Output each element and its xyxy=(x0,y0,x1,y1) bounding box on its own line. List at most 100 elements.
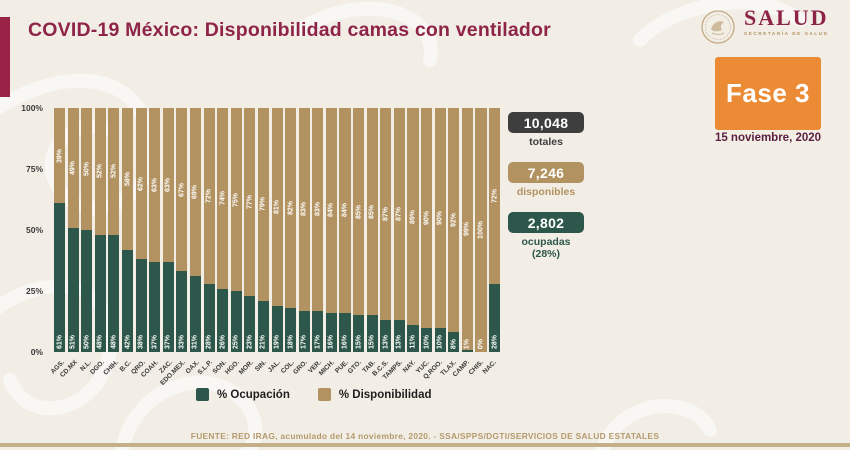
bar-hgo: 75% 25% xyxy=(230,108,242,352)
bar-available-segment: 84% xyxy=(339,108,351,313)
chart-legend: % Ocupación % Disponibilidad xyxy=(196,388,432,401)
legend-label-ocupacion: % Ocupación xyxy=(217,388,290,401)
available-percent-label: 81% xyxy=(273,199,281,214)
stat-sublabel-ocupadas: (28%) xyxy=(531,248,560,260)
stat-value-totales: 10,048 xyxy=(508,112,584,133)
bar-occupied-segment xyxy=(67,227,79,352)
bar-available-segment: 49% xyxy=(67,108,79,228)
occupied-percent-label: 19% xyxy=(273,334,281,349)
occupied-percent-label: 28% xyxy=(205,334,213,349)
y-axis-tick: 25% xyxy=(25,286,43,296)
bar-available-segment: 99% xyxy=(461,108,473,350)
legend-label-disponibilidad: % Disponibilidad xyxy=(338,388,432,401)
available-percent-label: 63% xyxy=(164,177,172,192)
bar-qro: 62% 38% xyxy=(135,108,147,352)
bar-pue: 84% 16% xyxy=(339,108,351,352)
bar-occupied-segment xyxy=(271,305,283,352)
bar-available-segment: 72% xyxy=(489,108,501,284)
available-percent-label: 62% xyxy=(137,176,145,191)
bar-occupied-segment xyxy=(393,320,405,352)
bar-available-segment: 74% xyxy=(217,108,229,289)
stat-label-totales: totales xyxy=(529,136,563,148)
y-axis-tick: 50% xyxy=(25,225,43,235)
occupied-percent-label: 16% xyxy=(327,334,335,349)
bar-son: 74% 26% xyxy=(217,108,229,352)
legend-item-ocupacion: % Ocupación xyxy=(196,388,290,401)
occupied-percent-label: 1% xyxy=(463,338,471,349)
available-percent-label: 52% xyxy=(96,164,104,179)
bar-occupied-segment xyxy=(257,300,269,352)
bar-mich: 84% 16% xyxy=(325,108,337,352)
stat-label-ocupadas-text: ocupadas xyxy=(521,236,571,248)
occupied-percent-label: 42% xyxy=(124,334,132,349)
available-percent-label: 84% xyxy=(327,203,335,218)
y-axis: 100% 75% 50% 25% 0% xyxy=(0,103,48,357)
bar-occupied-segment xyxy=(298,310,310,352)
y-axis-tick: 0% xyxy=(30,347,43,357)
available-percent-label: 74% xyxy=(219,191,227,206)
bar-occupied-segment xyxy=(339,312,351,352)
occupied-percent-label: 51% xyxy=(69,334,77,349)
legend-item-disponibilidad: % Disponibilidad xyxy=(317,388,432,401)
bar-available-segment: 92% xyxy=(448,108,460,333)
bar-available-segment: 52% xyxy=(108,108,120,235)
available-percent-label: 63% xyxy=(151,177,159,192)
occupied-percent-label: 25% xyxy=(232,334,240,349)
bar-available-segment: 87% xyxy=(380,108,392,321)
eagle-seal-icon xyxy=(701,10,735,44)
bar-zac: 63% 37% xyxy=(162,108,174,352)
salud-subtitle: SECRETARÍA DE SALUD xyxy=(744,31,829,36)
bar-occupied-segment xyxy=(203,283,215,352)
bar-available-segment: 84% xyxy=(325,108,337,313)
stats-column: 10,048 totales 7,246 disponibles 2,802 o… xyxy=(508,112,584,274)
date-label: 15 noviembre, 2020 xyxy=(714,132,822,144)
available-percent-label: 50% xyxy=(83,161,91,177)
bar-tlax: 92% 8% xyxy=(448,108,460,352)
bar-occupied-segment xyxy=(448,332,460,352)
source-footer: FUENTE: RED IRAG, acumulado del 14 novie… xyxy=(190,431,660,441)
y-axis-tick: 75% xyxy=(25,164,43,174)
bottom-divider xyxy=(0,443,850,447)
bar-available-segment: 63% xyxy=(162,108,174,262)
bar-available-segment: 58% xyxy=(121,108,134,250)
bar-ver: 83% 17% xyxy=(312,108,324,352)
occupied-percent-label: 13% xyxy=(395,334,403,349)
occupied-percent-label: 15% xyxy=(355,334,363,349)
phase-badge: Fase 3 xyxy=(715,57,821,130)
stat-disponibles: 7,246 disponibles xyxy=(508,162,584,198)
occupied-percent-label: 31% xyxy=(191,334,199,349)
bar-available-segment: 50% xyxy=(81,108,93,230)
bar-occupied-segment xyxy=(353,315,365,352)
bar-nac: 72% 28% xyxy=(489,108,501,352)
bar-dgo: 52% 48% xyxy=(94,108,106,352)
bar-camp: 99% 1% xyxy=(461,108,473,352)
bar-available-segment: 87% xyxy=(393,108,405,321)
available-percent-label: 90% xyxy=(423,210,431,225)
bar-yuc: 90% 10% xyxy=(421,108,433,352)
available-percent-label: 89% xyxy=(409,209,417,224)
bar-occupied-segment xyxy=(461,349,473,352)
available-percent-label: 85% xyxy=(368,204,376,219)
occupied-percent-label: 38% xyxy=(137,334,145,349)
bar-occupied-segment xyxy=(421,327,433,352)
bar-oax: 69% 31% xyxy=(189,108,202,352)
available-percent-label: 77% xyxy=(246,194,254,209)
page-title: COVID-19 México: Disponibilidad camas co… xyxy=(28,19,551,41)
bar-available-segment: 39% xyxy=(54,108,66,204)
occupied-percent-label: 61% xyxy=(56,334,64,349)
occupied-percent-label: 17% xyxy=(300,334,308,349)
left-accent-bar xyxy=(0,17,10,97)
bar-slp: 72% 28% xyxy=(203,108,215,352)
available-percent-label: 79% xyxy=(259,197,267,212)
stat-ocupadas: 2,802 ocupadas (28%) xyxy=(508,212,584,260)
bar-occupied-segment xyxy=(434,327,446,352)
occupied-percent-label: 28% xyxy=(491,334,499,349)
bar-occupied-segment xyxy=(312,310,324,352)
available-percent-label: 58% xyxy=(124,171,132,186)
occupied-percent-label: 15% xyxy=(368,334,376,349)
bar-occupied-segment xyxy=(489,283,501,352)
bar-gto: 85% 15% xyxy=(353,108,365,352)
available-percent-label: 100% xyxy=(477,221,485,239)
bar-chih: 52% 48% xyxy=(108,108,120,352)
bar-available-segment: 62% xyxy=(135,108,147,260)
